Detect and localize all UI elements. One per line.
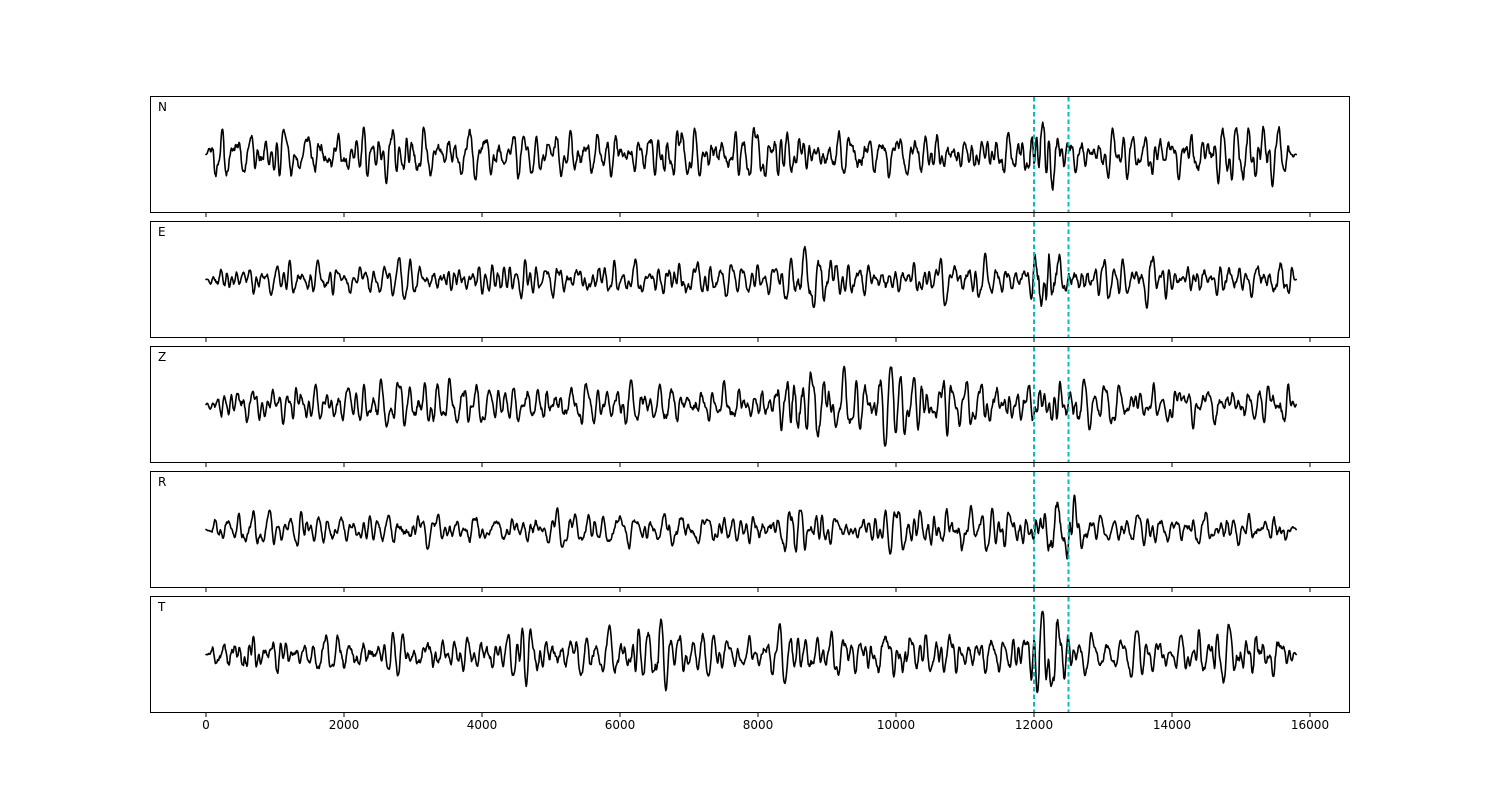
x-axis-tick-labels: 0 2000 4000 6000 8000 10000 12000 14000 16000 — [0, 718, 1500, 738]
panel-label-Z: Z — [158, 350, 167, 364]
panel-N: N — [150, 96, 1350, 213]
x-tick-label: 6000 — [604, 718, 636, 732]
panel-label-E: E — [158, 225, 166, 239]
seismogram-trace-T — [205, 610, 1297, 694]
x-tick-label: 8000 — [742, 718, 774, 732]
x-tick-label: 4000 — [466, 718, 498, 732]
x-tick-label: 14000 — [1152, 718, 1192, 732]
panel-label-R: R — [158, 475, 167, 489]
waveform-plot-R — [205, 472, 1297, 587]
seismogram-trace-Z — [205, 365, 1297, 447]
panel-Z: Z — [150, 346, 1350, 463]
x-tick-label: 0 — [202, 718, 210, 732]
waveform-plot-N — [205, 97, 1297, 212]
waveform-plot-T — [205, 597, 1297, 712]
panel-T: T — [150, 596, 1350, 713]
panel-label-T: T — [158, 600, 166, 614]
panel-label-N: N — [158, 100, 167, 114]
seismogram-trace-R — [205, 494, 1297, 560]
x-tick-label: 16000 — [1290, 718, 1330, 732]
x-tick-label: 12000 — [1014, 718, 1054, 732]
x-tick-label: 10000 — [876, 718, 916, 732]
panel-E: E — [150, 221, 1350, 338]
seismogram-trace-N — [205, 121, 1297, 191]
panel-R: R — [150, 471, 1350, 588]
x-tick-label: 2000 — [328, 718, 360, 732]
waveform-plot-E — [205, 222, 1297, 337]
waveform-plot-Z — [205, 347, 1297, 462]
seismogram-trace-E — [205, 245, 1297, 309]
